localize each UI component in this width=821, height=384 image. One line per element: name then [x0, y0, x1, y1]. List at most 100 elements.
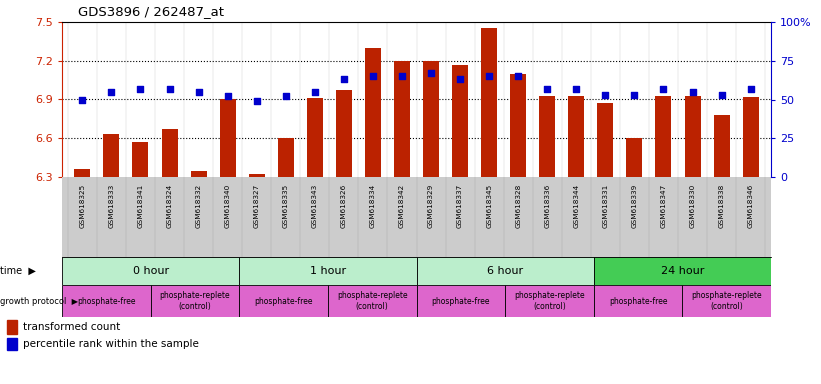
Point [192, 89, 205, 95]
Text: 6 hour: 6 hour [487, 266, 523, 276]
Text: phosphate-replete
(control): phosphate-replete (control) [514, 291, 585, 311]
Text: growth protocol  ▶: growth protocol ▶ [1, 296, 79, 306]
Point [715, 92, 728, 98]
Bar [62, 285, 150, 317]
Point [396, 73, 409, 79]
Point [686, 89, 699, 95]
Bar [7, 320, 16, 334]
Text: phosphate-free: phosphate-free [77, 296, 135, 306]
Point [337, 76, 351, 83]
Text: GSM618326: GSM618326 [341, 184, 346, 228]
Text: 1 hour: 1 hour [310, 266, 346, 276]
Text: GSM618338: GSM618338 [718, 184, 725, 228]
Bar [220, 99, 236, 177]
Point [599, 92, 612, 98]
Bar [249, 174, 264, 177]
Text: 0 hour: 0 hour [132, 266, 168, 276]
Point [279, 93, 292, 99]
Bar [328, 285, 416, 317]
Text: GSM618345: GSM618345 [486, 184, 492, 228]
Text: GSM618341: GSM618341 [137, 184, 144, 228]
Text: GSM618328: GSM618328 [516, 184, 521, 228]
Bar [365, 48, 381, 177]
Bar [539, 96, 555, 177]
Text: 24 hour: 24 hour [661, 266, 704, 276]
Text: GSM618335: GSM618335 [282, 184, 289, 228]
Text: GSM618336: GSM618336 [544, 184, 550, 228]
Bar [307, 98, 323, 177]
Text: transformed count: transformed count [23, 322, 120, 332]
Text: time  ▶: time ▶ [1, 266, 36, 276]
Bar [594, 257, 771, 285]
Text: GSM618331: GSM618331 [603, 184, 608, 228]
Point [511, 73, 525, 79]
Bar [336, 91, 352, 177]
Bar [594, 285, 682, 317]
Bar [598, 103, 613, 177]
Text: phosphate-free: phosphate-free [432, 296, 490, 306]
Bar [655, 96, 672, 177]
Bar [62, 257, 239, 285]
Bar [190, 170, 207, 177]
Text: GSM618327: GSM618327 [254, 184, 259, 228]
Bar [682, 285, 771, 317]
Text: GSM618347: GSM618347 [660, 184, 667, 228]
Text: phosphate-free: phosphate-free [255, 296, 313, 306]
Text: GSM618334: GSM618334 [370, 184, 376, 228]
Point [744, 86, 757, 92]
Bar [626, 138, 642, 177]
Bar [713, 115, 730, 177]
Bar [277, 138, 294, 177]
Point [424, 70, 438, 76]
Bar [685, 96, 700, 177]
Point [134, 86, 147, 92]
Point [221, 93, 234, 99]
Text: GSM618325: GSM618325 [80, 184, 85, 228]
Text: GSM618339: GSM618339 [631, 184, 637, 228]
Text: GSM618330: GSM618330 [690, 184, 695, 228]
Point [163, 86, 176, 92]
Text: GSM618324: GSM618324 [167, 184, 172, 228]
Bar [394, 61, 410, 177]
Point [105, 89, 118, 95]
Point [570, 86, 583, 92]
Text: GSM618337: GSM618337 [457, 184, 463, 228]
Text: GSM618329: GSM618329 [428, 184, 434, 228]
Bar [568, 96, 585, 177]
Bar [452, 65, 468, 177]
Bar [239, 257, 416, 285]
Bar [150, 285, 239, 317]
Point [250, 98, 264, 104]
Bar [505, 285, 594, 317]
Text: GSM618344: GSM618344 [573, 184, 580, 228]
Bar [416, 285, 505, 317]
Point [628, 92, 641, 98]
Bar [7, 338, 16, 350]
Bar [103, 134, 119, 177]
Text: percentile rank within the sample: percentile rank within the sample [23, 339, 199, 349]
Bar [743, 97, 759, 177]
Text: phosphate-replete
(control): phosphate-replete (control) [159, 291, 230, 311]
Text: phosphate-replete
(control): phosphate-replete (control) [691, 291, 762, 311]
Text: GSM618340: GSM618340 [225, 184, 231, 228]
Bar [162, 129, 177, 177]
Text: GSM618343: GSM618343 [312, 184, 318, 228]
Bar [239, 285, 328, 317]
Bar [481, 28, 498, 177]
Point [657, 86, 670, 92]
Text: GSM618333: GSM618333 [108, 184, 114, 228]
Point [483, 73, 496, 79]
Point [366, 73, 379, 79]
Text: GDS3896 / 262487_at: GDS3896 / 262487_at [79, 5, 224, 18]
Text: phosphate-free: phosphate-free [609, 296, 667, 306]
Point [541, 86, 554, 92]
Point [453, 76, 466, 83]
Text: GSM618332: GSM618332 [195, 184, 202, 228]
Text: GSM618342: GSM618342 [399, 184, 405, 228]
Text: GSM618346: GSM618346 [748, 184, 754, 228]
Point [308, 89, 321, 95]
Bar [423, 61, 439, 177]
Bar [416, 257, 594, 285]
Bar [75, 169, 90, 177]
Point [76, 96, 89, 103]
